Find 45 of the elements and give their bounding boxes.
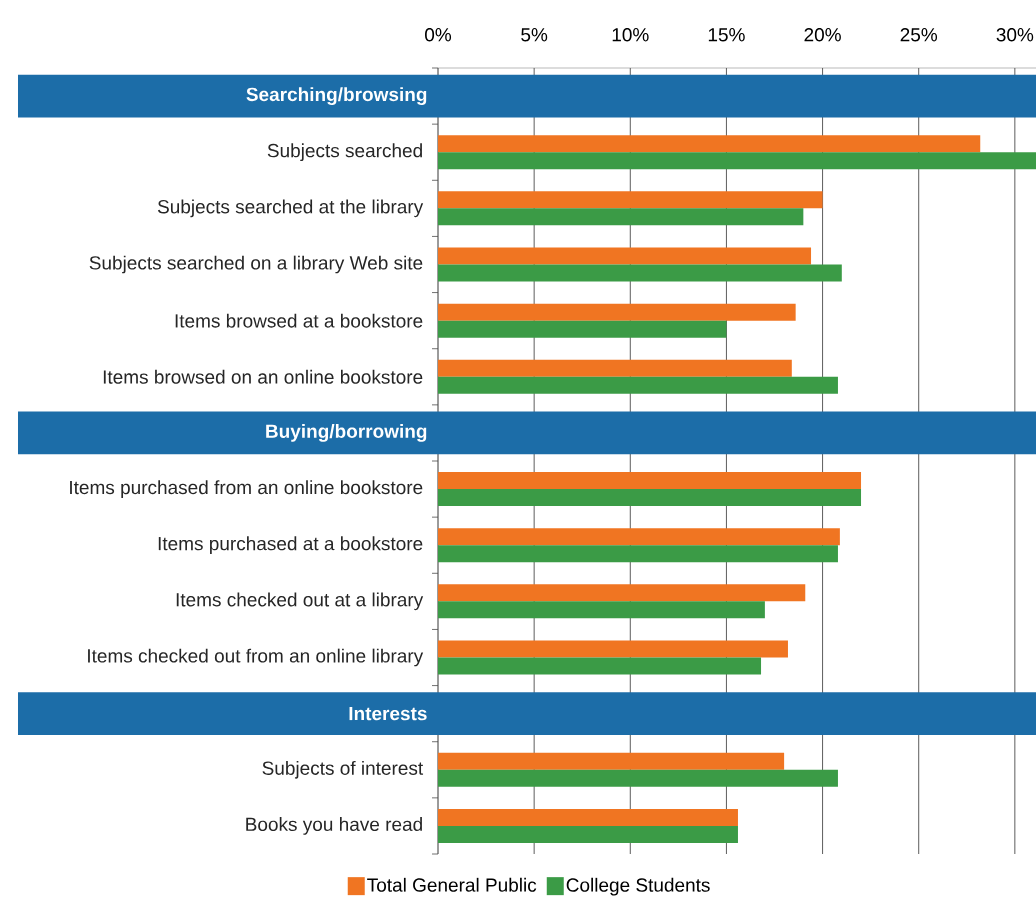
bar (438, 320, 727, 338)
bar (438, 640, 788, 658)
y-tick-label: Searching/browsing (246, 87, 427, 105)
y-tick-label: Items browsed at a bookstore (175, 313, 423, 328)
bar (438, 752, 785, 770)
bar (438, 657, 762, 675)
y-tick-label: Subjects of interest (262, 760, 424, 779)
x-tick-label: 25% (900, 28, 938, 42)
y-tick-label: Books you have read (246, 817, 422, 835)
bar (438, 359, 792, 377)
bar (438, 191, 823, 209)
bar (438, 303, 796, 321)
bar (438, 472, 862, 490)
legend-label: College Students (566, 877, 710, 896)
x-tick-label: 10% (612, 28, 649, 42)
bar (438, 584, 806, 602)
x-tick-label: 0% (425, 28, 452, 42)
bar (438, 601, 765, 619)
y-tick-label: Items browsed on an online bookstore (103, 369, 423, 384)
y-tick-label: Interests (349, 707, 427, 721)
bar (438, 247, 812, 265)
legend-label: Total General Public (367, 877, 537, 892)
bar (438, 528, 840, 546)
bar (438, 264, 842, 282)
bar (438, 208, 804, 226)
x-tick-label: 20% (804, 28, 841, 42)
y-tick-label: Subjects searched at the library (157, 199, 424, 218)
x-tick-label: 30% (996, 28, 1034, 42)
y-tick-label: Buying/borrowing (266, 424, 427, 442)
bar (438, 825, 738, 843)
y-tick-label: Subjects searched on a library Web site (89, 255, 423, 274)
y-tick-label: Items purchased from an online bookstore (70, 480, 423, 498)
x-tick-label: 5% (521, 28, 548, 42)
bar (438, 545, 838, 563)
bar (438, 489, 862, 507)
bar (438, 376, 838, 394)
y-tick-label: Items purchased at a bookstore (158, 536, 423, 555)
y-tick-label: Items checked out at a library (176, 592, 424, 611)
bar (438, 808, 738, 826)
bar (438, 769, 838, 787)
y-tick-label: Items checked out from an online library (88, 648, 424, 667)
bar (438, 152, 1036, 170)
x-tick-label: 15% (708, 28, 745, 42)
bar (438, 135, 981, 153)
y-tick-label: Subjects searched (267, 143, 422, 162)
